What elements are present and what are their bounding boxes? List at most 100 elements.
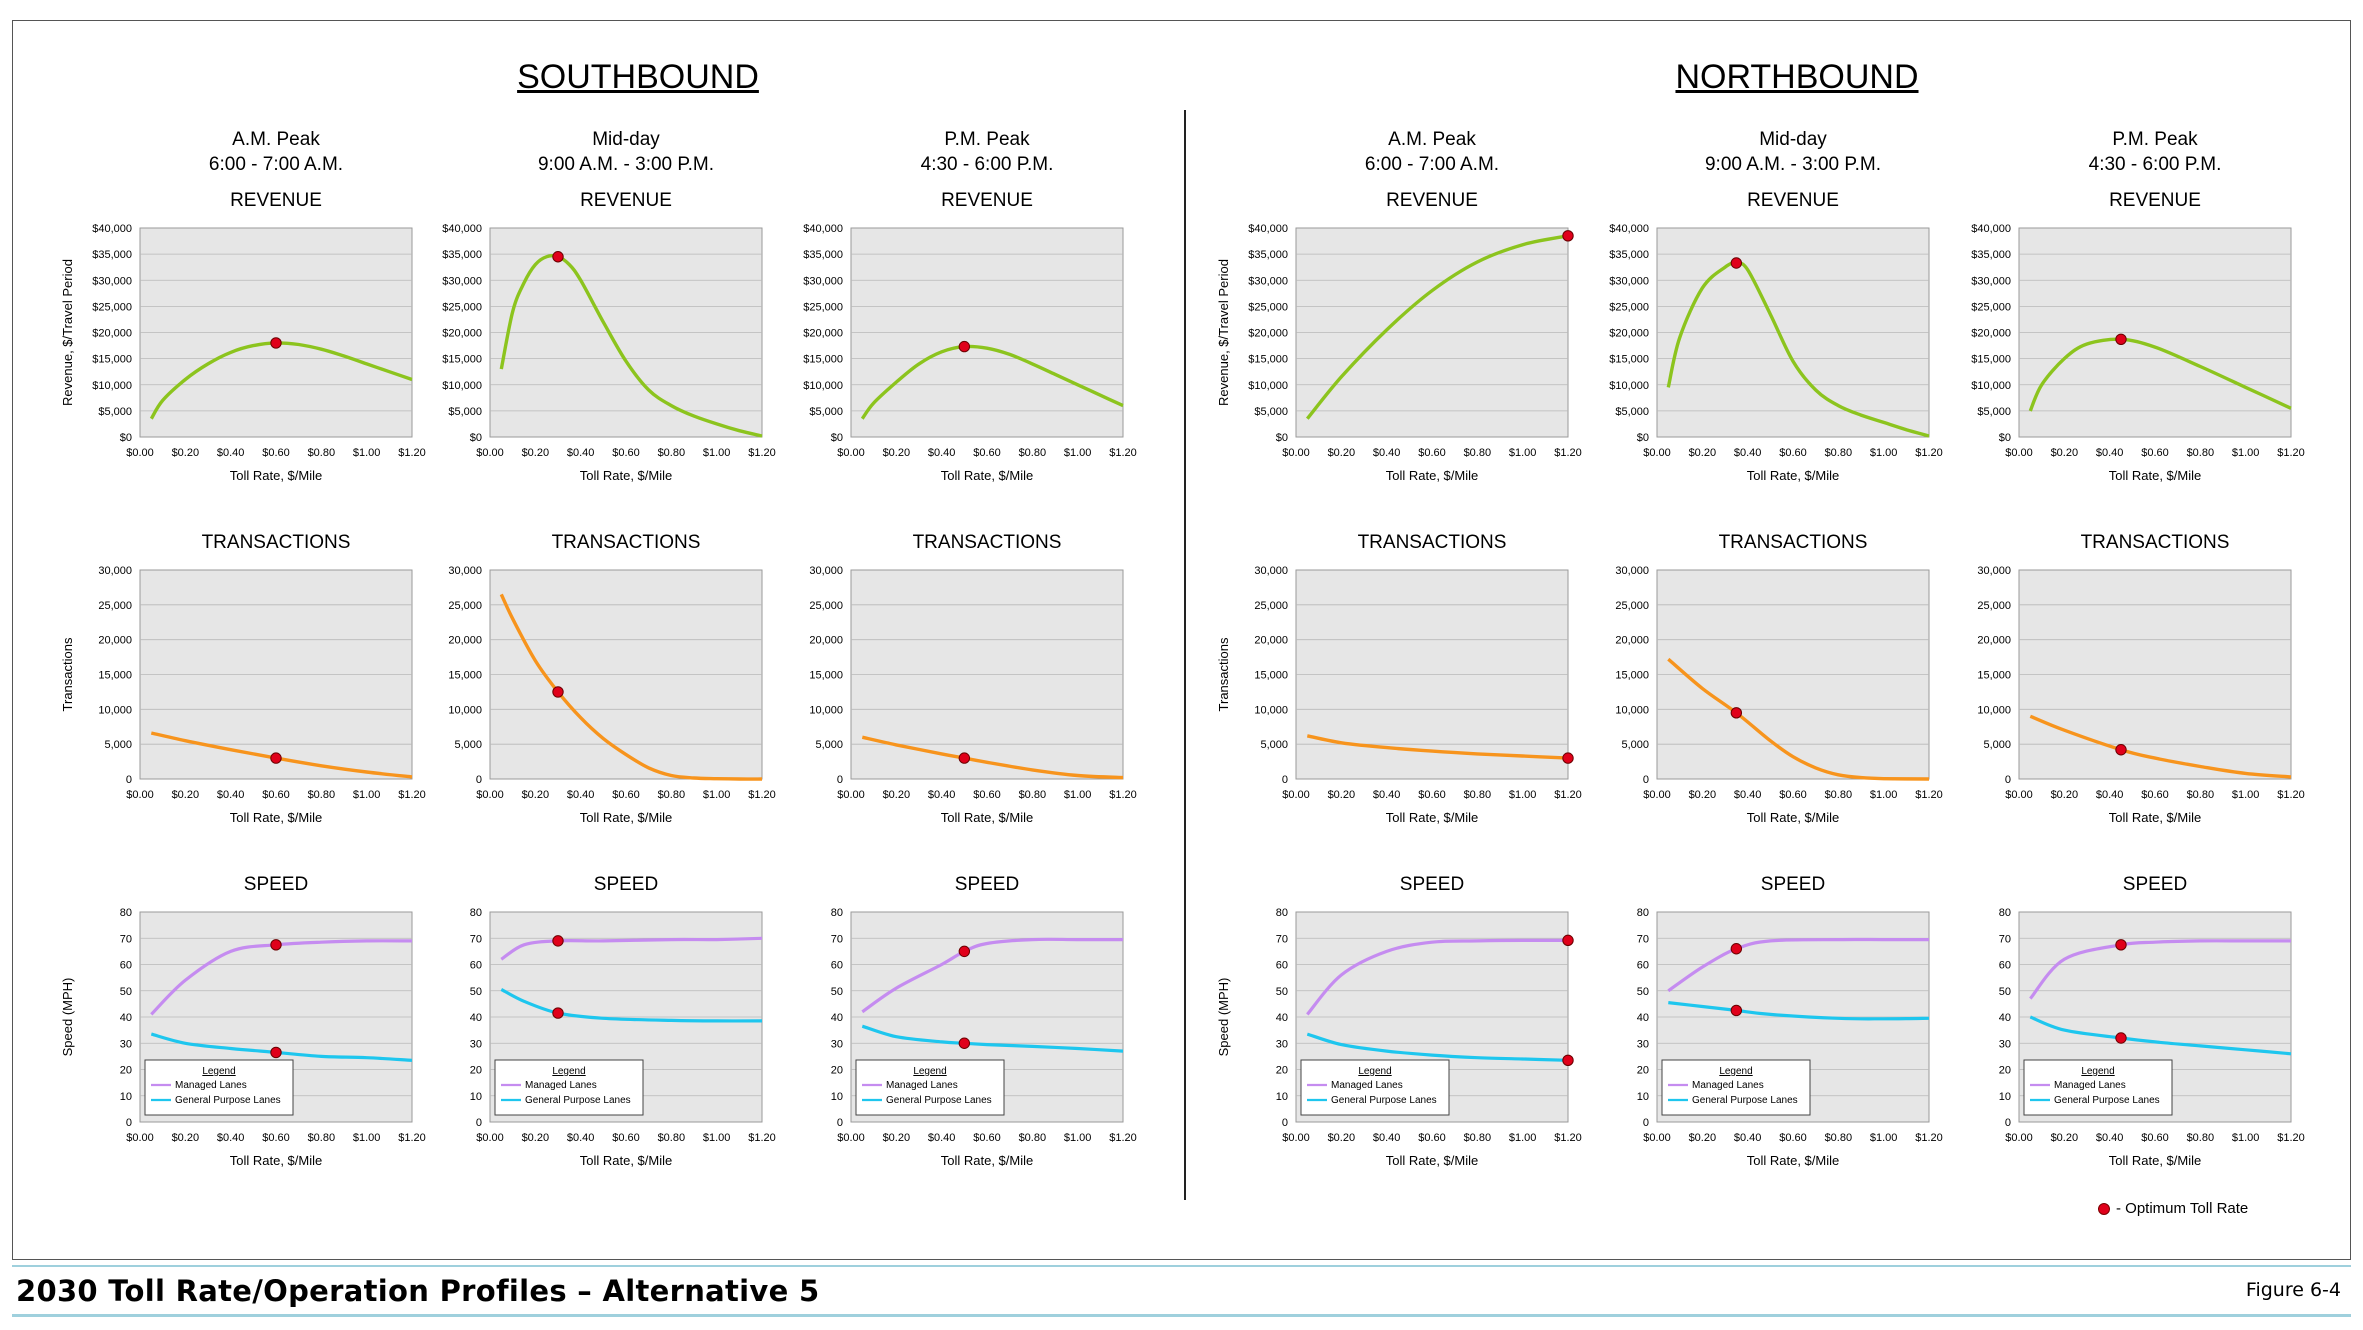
- y-axis-label: Transactions: [1216, 637, 1231, 711]
- revenue-chart: REVENUE $0 $5,000 $10,000 $15,000 $20,000 $25,…: [60, 190, 426, 483]
- x-tick-label: $1.00: [703, 447, 731, 459]
- y-tick-label: $20,000: [1971, 328, 2011, 340]
- managed-lanes-line: [1667, 937, 1929, 993]
- y-tick-label: 20: [120, 1065, 132, 1077]
- x-tick-label: $1.20: [1554, 447, 1582, 459]
- x-axis-label: Toll Rate, $/Mile: [941, 1153, 1033, 1168]
- x-tick-label: $0.40: [928, 789, 956, 801]
- footer-rule-top: [12, 1265, 2351, 1267]
- y-tick-label: $35,000: [1248, 249, 1288, 261]
- y-tick-label: $25,000: [442, 301, 482, 313]
- x-axis-label: Toll Rate, $/Mile: [1747, 468, 1839, 483]
- footer-title: 2030 Toll Rate/Operation Profiles – Alte…: [16, 1274, 820, 1308]
- x-axis-label: Toll Rate, $/Mile: [580, 810, 672, 825]
- x-tick-label: $1.20: [748, 1132, 776, 1144]
- y-tick-label: $10,000: [1609, 380, 1649, 392]
- x-tick-label: $0.80: [1019, 447, 1047, 459]
- x-tick-label: $1.20: [1109, 1132, 1137, 1144]
- y-tick-label: 25,000: [1977, 600, 2011, 612]
- x-tick-label: $1.20: [1554, 1132, 1582, 1144]
- general-lanes-line: [500, 987, 763, 1023]
- x-axis-label: Toll Rate, $/Mile: [1747, 1153, 1839, 1168]
- x-tick-label: $0.20: [172, 447, 200, 459]
- direction-divider: [1184, 110, 1186, 1200]
- x-tick-label: $1.20: [398, 789, 426, 801]
- y-tick-label: $25,000: [1609, 301, 1649, 313]
- y-tick-label: $0: [1276, 432, 1288, 444]
- legend-title: Legend: [1719, 1066, 1752, 1077]
- x-tick-label: $0.00: [2005, 789, 2033, 801]
- legend-title: Legend: [552, 1066, 585, 1077]
- chart-title: TRANSACTIONS: [1719, 532, 1868, 553]
- optimum-point: [2115, 744, 2127, 756]
- x-tick-label: $1.00: [353, 1132, 381, 1144]
- y-tick-label: 0: [837, 1117, 843, 1129]
- optimum-point: [958, 752, 971, 764]
- chart-title: SPEED: [244, 874, 308, 895]
- y-tick-label: 50: [1999, 986, 2011, 998]
- x-tick-label: $0.00: [476, 1132, 504, 1144]
- y-tick-label: 10,000: [809, 704, 843, 716]
- legend-entry: Managed Lanes: [886, 1080, 958, 1091]
- y-tick-label: 0: [2005, 1117, 2011, 1129]
- y-tick-label: 15,000: [98, 670, 132, 682]
- y-tick-label: 80: [120, 907, 132, 919]
- x-axis-label: Toll Rate, $/Mile: [2109, 1153, 2201, 1168]
- y-tick-label: 20,000: [1254, 635, 1288, 647]
- legend-box: [2023, 1059, 2173, 1116]
- x-tick-label: $0.40: [567, 447, 595, 459]
- legend-entry: General Purpose Lanes: [2054, 1095, 2160, 1106]
- y-tick-label: $20,000: [803, 328, 843, 340]
- chart-title: TRANSACTIONS: [202, 532, 351, 553]
- y-tick-label: 60: [470, 960, 482, 972]
- y-tick-label: $30,000: [1248, 275, 1288, 287]
- y-tick-label: $25,000: [1971, 301, 2011, 313]
- period-time: 6:00 - 7:00 A.M.: [1365, 154, 1499, 175]
- y-tick-label: 10: [1276, 1091, 1288, 1103]
- y-tick-label: $40,000: [1971, 223, 2011, 235]
- speed-legend: Legend Managed Lanes General Purpose Lanes: [855, 1059, 1005, 1116]
- x-axis-label: Toll Rate, $/Mile: [1386, 810, 1478, 825]
- y-tick-label: 30,000: [1254, 565, 1288, 577]
- y-tick-label: 30: [470, 1038, 482, 1050]
- x-tick-label: $1.00: [2232, 1132, 2260, 1144]
- x-tick-label: $0.80: [1825, 447, 1853, 459]
- y-tick-label: 50: [120, 986, 132, 998]
- y-tick-label: $15,000: [1248, 354, 1288, 366]
- y-axis-label: Speed (MPH): [1216, 978, 1231, 1057]
- x-tick-label: $1.20: [748, 447, 776, 459]
- speed-legend: Legend Managed Lanes General Purpose Lanes: [2023, 1059, 2173, 1116]
- y-tick-label: 5,000: [454, 739, 482, 751]
- optimum-point: [1730, 257, 1743, 269]
- x-tick-label: $0.60: [262, 1132, 290, 1144]
- legend-entry: Managed Lanes: [1692, 1080, 1764, 1091]
- managed-lanes-line: [861, 937, 1123, 1014]
- y-tick-label: $35,000: [442, 249, 482, 261]
- optimum-point: [958, 945, 971, 958]
- chart-title: SPEED: [594, 874, 658, 895]
- panel-sb-0: A.M. Peak 6:00 - 7:00 A.M. REVENUE $0 $5,000…: [60, 129, 426, 1168]
- y-tick-label: $5,000: [809, 406, 843, 418]
- x-tick-label: $0.80: [308, 789, 336, 801]
- panel-nb-0: A.M. Peak 6:00 - 7:00 A.M. REVENUE $0 $5,000…: [1216, 129, 1582, 1168]
- y-tick-label: 15,000: [1977, 670, 2011, 682]
- x-tick-label: $0.80: [2187, 789, 2215, 801]
- y-tick-label: $15,000: [1971, 354, 2011, 366]
- optimum-point: [1730, 943, 1743, 955]
- y-tick-label: 5,000: [815, 739, 843, 751]
- y-tick-label: $5,000: [1615, 406, 1649, 418]
- x-tick-label: $1.00: [1870, 789, 1898, 801]
- y-tick-label: 10,000: [1254, 704, 1288, 716]
- y-tick-label: 0: [1643, 1117, 1649, 1129]
- x-tick-label: $1.20: [1915, 1132, 1943, 1144]
- period-label: P.M. Peak: [944, 129, 1030, 150]
- x-tick-label: $0.80: [658, 1132, 686, 1144]
- revenue-chart: REVENUE $0 $5,000 $10,000 $15,000 $20,000 $25,…: [803, 190, 1137, 483]
- speed-legend: Legend Managed Lanes General Purpose Lanes: [1661, 1059, 1811, 1116]
- y-tick-label: 20: [1637, 1065, 1649, 1077]
- y-tick-label: 20: [470, 1065, 482, 1077]
- x-tick-label: $0.60: [2141, 789, 2169, 801]
- y-tick-label: $30,000: [92, 275, 132, 287]
- optimum-point: [2115, 333, 2127, 345]
